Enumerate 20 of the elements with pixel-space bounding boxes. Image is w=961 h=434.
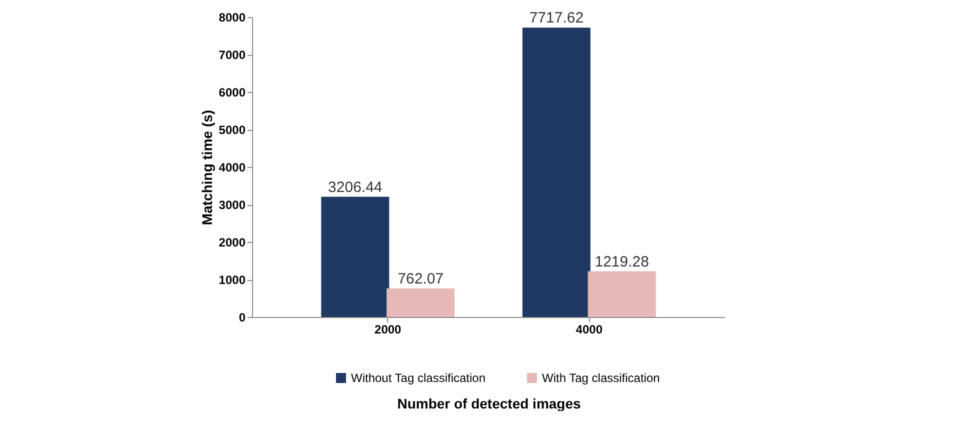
data-label: 762.07 — [398, 270, 444, 288]
bar — [588, 271, 656, 317]
y-tick-label: 5000 — [218, 123, 246, 137]
bar — [321, 196, 390, 317]
y-tick-label: 6000 — [218, 86, 246, 100]
y-axis-title: Matching time (s) — [198, 110, 215, 226]
data-label: 1219.28 — [594, 253, 649, 270]
bar — [522, 28, 590, 317]
data-label: 7717.62 — [529, 10, 584, 27]
legend-label: Without Tag classification — [351, 371, 486, 385]
y-tick-label: 1000 — [218, 273, 246, 287]
y-tick-label: 0 — [238, 310, 246, 324]
y-tick-label: 8000 — [218, 10, 246, 24]
y-tick-label: 4000 — [218, 160, 246, 174]
y-tick-label: 3000 — [218, 198, 246, 212]
y-tick-label: 2000 — [218, 236, 246, 250]
data-label: 3206.44 — [328, 178, 382, 196]
bar — [386, 288, 455, 317]
legend-label: With Tag classification — [542, 371, 660, 385]
y-tick-label: 7000 — [218, 48, 246, 62]
